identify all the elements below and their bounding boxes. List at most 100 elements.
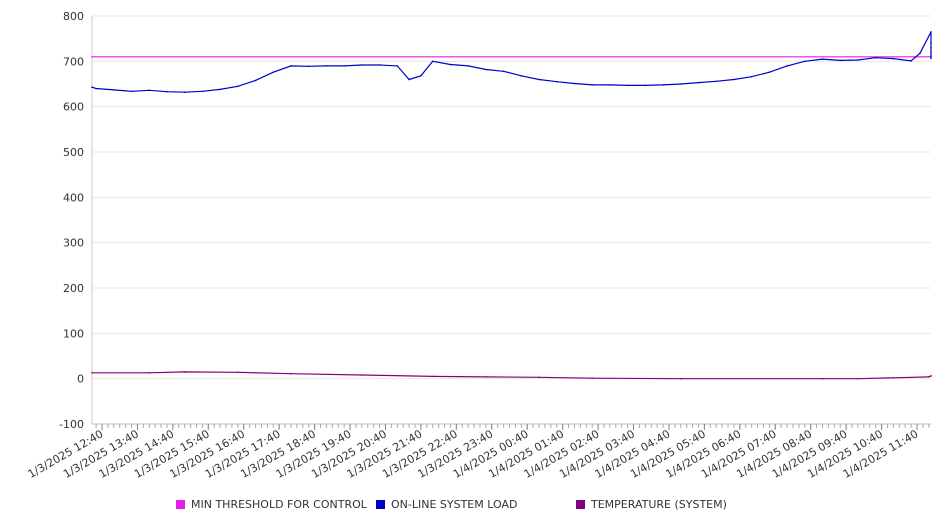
- data-point: [538, 78, 540, 81]
- data-point: [804, 60, 806, 63]
- data-point: [930, 31, 932, 33]
- data-point: [166, 90, 168, 93]
- data-point: [662, 84, 664, 86]
- y-tick-label: 200: [63, 282, 84, 295]
- data-point: [591, 84, 593, 86]
- legend-label-temperature: TEMPERATURE (SYSTEM): [591, 498, 727, 511]
- data-point: [930, 51, 932, 54]
- data-point: [361, 374, 363, 376]
- data-point: [928, 376, 930, 378]
- data-point: [919, 52, 921, 54]
- legend: MIN THRESHOLD FOR CONTROL ON-LINE SYSTEM…: [0, 498, 946, 518]
- y-tick-label: 400: [63, 191, 84, 204]
- data-point: [697, 81, 700, 84]
- y-tick-label: 700: [63, 55, 84, 68]
- data-point: [680, 377, 682, 380]
- data-point: [91, 372, 93, 374]
- data-point: [91, 56, 93, 58]
- data-point: [254, 79, 257, 82]
- data-point: [130, 90, 133, 93]
- data-point: [680, 83, 682, 85]
- data-point: [839, 59, 841, 62]
- data-point: [874, 56, 877, 59]
- legend-swatch-system-load: [376, 500, 385, 509]
- data-point: [449, 63, 452, 66]
- data-point: [626, 84, 629, 87]
- data-point: [786, 65, 788, 67]
- data-point: [420, 75, 422, 77]
- data-point: [148, 89, 150, 92]
- data-point: [857, 377, 859, 380]
- data-point: [325, 65, 328, 67]
- data-point: [609, 84, 611, 86]
- data-point: [91, 86, 93, 88]
- series-line-temperature-system: [92, 371, 932, 380]
- data-point: [930, 57, 932, 59]
- data-point: [644, 84, 647, 87]
- series-line-on-line-system-load: [91, 31, 932, 93]
- y-tick-label: 100: [63, 327, 84, 340]
- legend-swatch-threshold: [176, 500, 185, 509]
- data-point: [733, 78, 735, 81]
- data-point: [361, 64, 363, 66]
- y-tick-label: 500: [63, 146, 84, 159]
- data-point: [396, 65, 399, 67]
- data-point: [148, 372, 150, 374]
- data-point: [821, 377, 824, 380]
- data-point: [538, 376, 540, 379]
- y-tick-label: 300: [63, 237, 84, 250]
- y-tick-label: 0: [77, 373, 84, 386]
- data-point: [910, 60, 912, 62]
- data-point: [768, 71, 771, 73]
- data-point: [930, 42, 932, 44]
- data-point: [520, 75, 523, 77]
- data-point: [715, 80, 717, 83]
- data-point: [343, 65, 345, 67]
- legend-item-threshold: MIN THRESHOLD FOR CONTROL: [176, 498, 367, 511]
- data-point: [591, 377, 593, 380]
- data-point: [431, 375, 434, 378]
- data-point: [290, 372, 292, 375]
- data-point: [485, 68, 487, 71]
- series-layer: [91, 31, 932, 380]
- data-point: [408, 78, 410, 81]
- data-point: [113, 89, 115, 91]
- data-point: [892, 57, 895, 60]
- data-point: [201, 90, 204, 93]
- legend-label-threshold: MIN THRESHOLD FOR CONTROL: [191, 498, 367, 511]
- data-point: [431, 60, 434, 63]
- data-point: [750, 75, 753, 78]
- data-point: [857, 59, 859, 61]
- data-point: [502, 70, 505, 73]
- data-point: [930, 55, 932, 57]
- data-point: [467, 65, 470, 67]
- y-tick-label: -100: [59, 418, 84, 431]
- data-point: [237, 371, 239, 374]
- data-point: [183, 371, 186, 373]
- y-tick-label: 600: [63, 101, 84, 114]
- data-point: [290, 65, 292, 67]
- data-point: [378, 64, 381, 66]
- data-point: [930, 46, 932, 49]
- legend-item-system-load: ON-LINE SYSTEM LOAD: [376, 498, 517, 511]
- legend-label-system-load: ON-LINE SYSTEM LOAD: [391, 498, 518, 511]
- data-point: [95, 87, 97, 90]
- data-point: [821, 58, 824, 60]
- data-point: [892, 377, 895, 379]
- data-point: [573, 82, 576, 85]
- legend-swatch-temperature: [576, 500, 585, 509]
- y-tick-label: 800: [63, 10, 84, 23]
- data-point: [307, 65, 310, 68]
- data-point: [930, 375, 932, 377]
- data-point: [219, 88, 221, 91]
- data-point: [555, 80, 558, 83]
- legend-item-temperature: TEMPERATURE (SYSTEM): [576, 498, 727, 511]
- grid-layer: [92, 15, 931, 425]
- data-point: [237, 85, 239, 88]
- data-point: [485, 376, 487, 378]
- data-point: [272, 71, 275, 73]
- data-point: [183, 91, 186, 93]
